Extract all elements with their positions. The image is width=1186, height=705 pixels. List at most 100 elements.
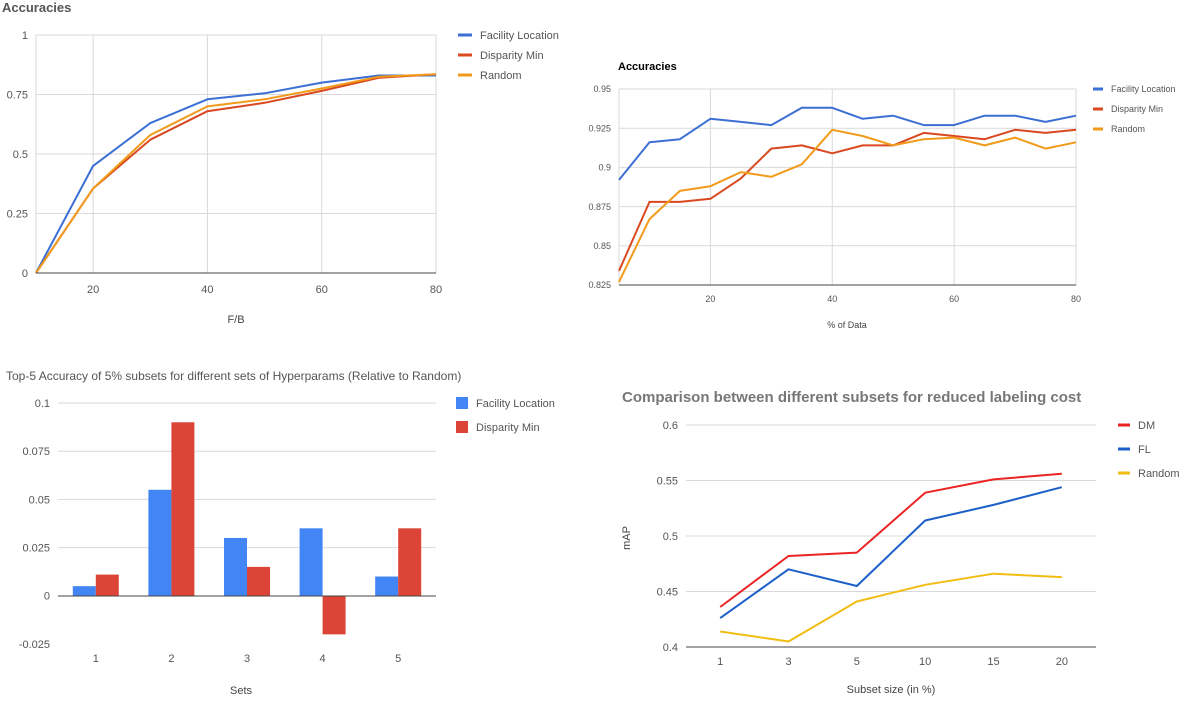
legend-label: FL (1138, 444, 1151, 456)
series-line-dm (719, 472, 1062, 608)
y-tick-label: 0.875 (588, 202, 611, 212)
x-tick-label: 3 (785, 656, 791, 668)
chart-4-legend-item[interactable]: FL (1118, 444, 1151, 456)
chart-3-legend-item[interactable]: Facility Location (456, 397, 555, 410)
legend-label: Disparity Min (476, 422, 540, 434)
legend-swatch (1118, 471, 1130, 475)
legend-swatch (458, 73, 472, 77)
legend-swatch (458, 33, 472, 37)
legend-swatch (1118, 447, 1130, 451)
legend-swatch (458, 53, 472, 57)
series-line-facility-location (618, 106, 1077, 181)
y-tick-label: 0.925 (588, 123, 611, 133)
chart-3-bar-top5-accuracy: Top-5 Accuracy of 5% subsets for differe… (6, 369, 555, 697)
chart-3-x-axis-title: Sets (230, 685, 253, 697)
chart-4-gridlines (686, 424, 1096, 592)
x-tick-label: 3 (244, 653, 250, 665)
bar-disparity-min (171, 422, 195, 596)
y-tick-label: 0.5 (663, 531, 678, 543)
y-tick-label: 0.05 (29, 494, 50, 506)
legend-label: DM (1138, 420, 1155, 432)
legend-label: Facility Location (476, 398, 555, 410)
x-tick-label: 20 (1056, 656, 1068, 668)
y-tick-label: -0.025 (19, 639, 50, 651)
chart-4-x-tick-labels: 1 3 5 10 15 20 (717, 656, 1068, 668)
chart-1-y-tick-labels: 0 0.25 0.5 0.75 1 (7, 30, 28, 280)
legend-swatch (1093, 107, 1103, 111)
chart-4-title: Comparison between different subsets for… (622, 389, 1081, 406)
chart-3-y-tick-labels: -0.025 0 0.025 0.05 0.075 0.1 (19, 398, 50, 651)
chart-1-legend-item[interactable]: Disparity Min (458, 50, 544, 62)
legend-label: Facility Location (480, 30, 559, 42)
chart-2-legend-item[interactable]: Random (1093, 124, 1145, 134)
y-tick-label: 0.85 (593, 241, 611, 251)
chart-4-legend[interactable]: DM FL Random (1118, 420, 1180, 480)
x-tick-label: 80 (1071, 294, 1081, 304)
chart-1-legend-item[interactable]: Random (458, 70, 522, 82)
x-tick-label: 80 (430, 284, 442, 296)
chart-4-legend-item[interactable]: DM (1118, 420, 1155, 432)
chart-3-x-tick-labels: 1 2 3 4 5 (93, 653, 402, 665)
legend-label: Disparity Min (1111, 104, 1163, 114)
legend-swatch (456, 397, 468, 409)
y-tick-label: 1 (22, 30, 28, 42)
y-tick-label: 0.75 (7, 89, 28, 101)
bar-facility-location (148, 489, 172, 596)
legend-swatch (1093, 87, 1103, 91)
y-tick-label: 0.95 (593, 84, 611, 94)
bar-facility-location (224, 537, 247, 596)
series-line-facility-location (35, 74, 436, 274)
chart-1-title: Accuracies (2, 0, 71, 15)
y-tick-label: 0.5 (13, 149, 28, 161)
legend-label: Disparity Min (480, 50, 544, 62)
chart-2-series-lines (618, 106, 1077, 283)
x-tick-label: 10 (919, 656, 931, 668)
legend-swatch (1093, 127, 1103, 131)
legend-label: Random (480, 70, 522, 82)
chart-1-legend-item[interactable]: Facility Location (458, 30, 559, 42)
y-tick-label: 0.55 (657, 475, 678, 487)
chart-4-legend-item[interactable]: Random (1118, 468, 1180, 480)
y-tick-label: 0 (22, 268, 28, 280)
chart-2-line-accuracies-data: Accuracies 0.825 0.85 0.875 0.9 0.925 0.95 20… (588, 61, 1175, 330)
chart-2-legend-item[interactable]: Disparity Min (1093, 104, 1163, 114)
bar-disparity-min (95, 574, 119, 596)
legend-swatch (456, 421, 468, 433)
y-tick-label: 0.6 (663, 420, 678, 432)
x-tick-label: 20 (87, 284, 99, 296)
chart-4-y-tick-labels: 0.4 0.45 0.5 0.55 0.6 (657, 420, 678, 654)
bar-disparity-min (322, 595, 346, 635)
x-tick-label: 15 (987, 656, 999, 668)
x-tick-label: 2 (168, 653, 174, 665)
x-tick-label: 60 (949, 294, 959, 304)
chart-3-legend[interactable]: Facility Location Disparity Min (456, 397, 555, 434)
chart-1-gridlines (35, 34, 437, 273)
chart-1-line-accuracies-fb: Accuracies 0 0.25 0.5 0.75 1 20 40 60 80 F/B Fa… (2, 0, 559, 326)
chart-3-bars (72, 422, 422, 635)
bar-facility-location (375, 576, 399, 596)
chart-3-title: Top-5 Accuracy of 5% subsets for differe… (6, 369, 461, 383)
chart-1-series-lines (35, 73, 437, 274)
y-tick-label: 0.4 (663, 642, 678, 654)
chart-2-legend[interactable]: Facility Location Disparity Min Random (1093, 84, 1176, 134)
chart-2-title: Accuracies (618, 61, 677, 73)
y-tick-label: 0 (44, 591, 50, 603)
chart-2-legend-item[interactable]: Facility Location (1093, 84, 1176, 94)
series-line-random (35, 73, 437, 274)
x-tick-label: 5 (395, 653, 401, 665)
bar-facility-location (299, 528, 323, 596)
chart-4-line-map-comparison: Comparison between different subsets for… (621, 389, 1180, 696)
legend-label: Random (1111, 124, 1145, 134)
legend-swatch (1118, 423, 1130, 427)
chart-1-legend[interactable]: Facility Location Disparity Min Random (458, 30, 559, 82)
y-tick-label: 0.075 (22, 446, 50, 458)
x-tick-label: 1 (93, 653, 99, 665)
x-tick-label: 4 (320, 653, 326, 665)
y-tick-label: 0.1 (35, 398, 50, 410)
x-tick-label: 40 (827, 294, 837, 304)
series-line-disparity-min (35, 73, 437, 274)
chart-3-legend-item[interactable]: Disparity Min (456, 421, 540, 434)
y-tick-label: 0.45 (657, 586, 678, 598)
chart-4-series-lines (719, 472, 1063, 643)
